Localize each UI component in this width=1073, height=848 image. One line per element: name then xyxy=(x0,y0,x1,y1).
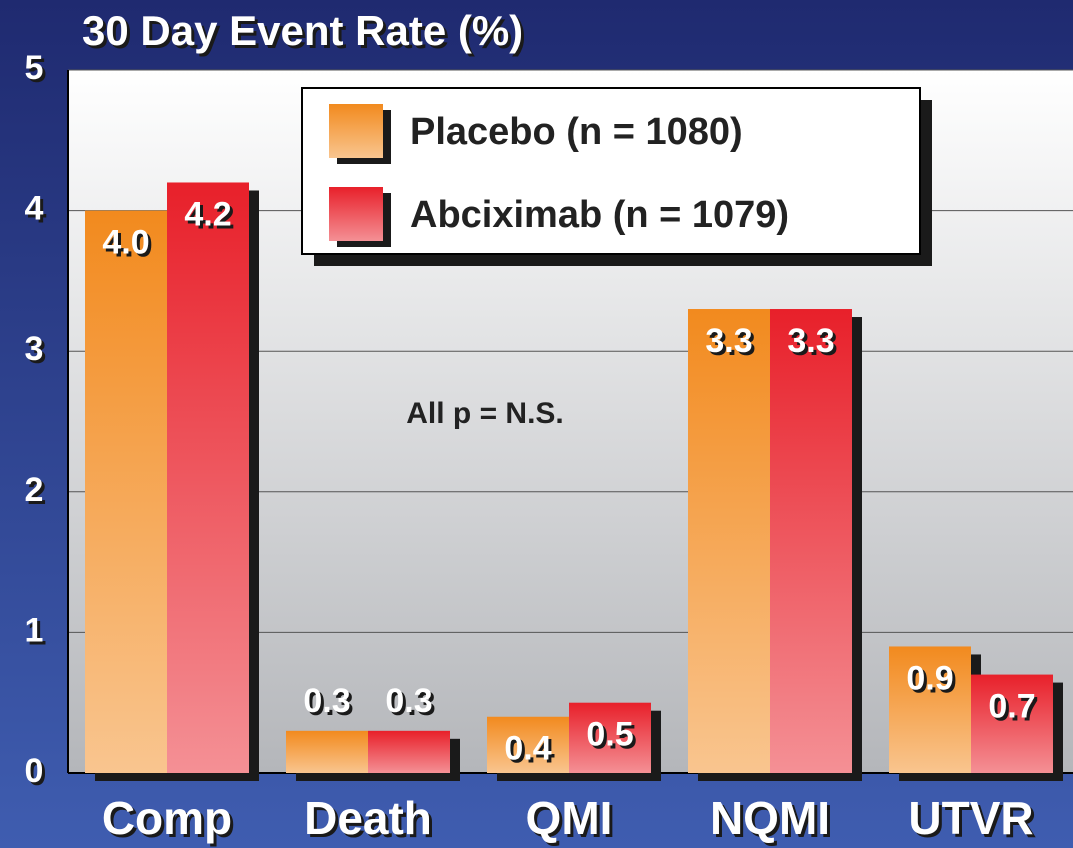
bar xyxy=(167,182,249,774)
bar xyxy=(688,309,770,773)
bar xyxy=(85,210,167,774)
x-tick-label: UTVR xyxy=(908,792,1033,844)
data-label: 0.3 xyxy=(303,682,350,720)
data-label: 0.5 xyxy=(586,716,633,754)
data-label: 0.7 xyxy=(988,688,1035,726)
data-label: 3.3 xyxy=(705,322,752,360)
x-tick-label: QMI xyxy=(526,792,613,844)
bar xyxy=(889,646,971,773)
data-label: 3.3 xyxy=(787,322,834,360)
legend-box xyxy=(301,87,921,255)
y-tick-label: 5 xyxy=(25,49,44,87)
bar xyxy=(368,730,450,773)
bar xyxy=(770,309,852,773)
data-label: 0.9 xyxy=(906,659,953,697)
legend-swatch xyxy=(329,187,383,241)
legend-label: Placebo (n = 1080) xyxy=(410,111,743,153)
bar xyxy=(569,702,651,773)
legend: Placebo (n = 1080) Abciximab (n = 1079) xyxy=(301,87,932,266)
x-tick-label: Death xyxy=(304,792,432,844)
y-tick-label: 1 xyxy=(25,611,44,649)
data-label: 4.0 xyxy=(102,224,149,262)
bar xyxy=(971,674,1053,773)
legend-label: Abciximab (n = 1079) xyxy=(410,194,789,236)
y-tick-label: 4 xyxy=(25,190,44,228)
y-tick-label: 0 xyxy=(25,752,44,790)
bar xyxy=(286,730,368,773)
chart-title: 30 Day Event Rate (%) xyxy=(82,7,523,54)
y-tick-label: 2 xyxy=(25,471,44,509)
bar xyxy=(487,716,569,773)
data-label: 4.2 xyxy=(184,195,231,233)
x-tick-label: Comp xyxy=(102,792,232,844)
legend-swatch xyxy=(329,104,383,158)
annotation: All p = N.S. xyxy=(406,397,564,430)
x-tick-label: NQMI xyxy=(710,792,830,844)
data-label: 0.3 xyxy=(385,682,432,720)
data-label: 0.4 xyxy=(504,730,551,768)
y-tick-label: 3 xyxy=(25,330,44,368)
